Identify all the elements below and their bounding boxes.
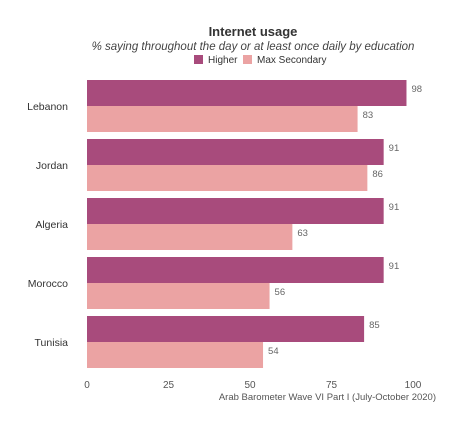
legend-swatch-higher bbox=[194, 55, 203, 64]
bar-lebanon-max-secondary bbox=[87, 106, 358, 132]
category-label-morocco: Morocco bbox=[28, 278, 68, 290]
bar-morocco-max-secondary bbox=[87, 283, 270, 309]
category-label-jordan: Jordan bbox=[36, 160, 68, 172]
chart-subtitle: % saying throughout the day or at least … bbox=[92, 41, 415, 53]
x-tick-label-75: 75 bbox=[326, 380, 338, 391]
bar-tunisia-max-secondary bbox=[87, 342, 264, 368]
data-label-algeria-higher: 91 bbox=[389, 202, 400, 213]
category-label-algeria: Algeria bbox=[35, 219, 68, 231]
data-label-tunisia-higher: 85 bbox=[369, 320, 380, 331]
legend-swatch-max-secondary bbox=[243, 55, 252, 64]
legend-label-max-secondary: Max Secondary bbox=[257, 55, 326, 66]
source-note: Arab Barometer Wave VI Part I (July-Octo… bbox=[219, 392, 436, 403]
data-label-lebanon-higher: 98 bbox=[411, 84, 422, 95]
x-axis-ticks: 0 25 50 75 100 bbox=[84, 380, 422, 391]
data-label-morocco-higher: 91 bbox=[389, 261, 400, 272]
category-labels: Lebanon Jordan Algeria Morocco Tunisia bbox=[27, 101, 68, 349]
x-tick-label-100: 100 bbox=[405, 380, 422, 391]
bar-jordan-max-secondary bbox=[87, 165, 368, 191]
category-label-lebanon: Lebanon bbox=[27, 101, 68, 113]
data-label-jordan-higher: 91 bbox=[389, 143, 400, 154]
chart-title: Internet usage bbox=[209, 24, 298, 39]
bar-jordan-higher bbox=[87, 139, 384, 165]
data-label-tunisia-max-secondary: 54 bbox=[268, 346, 279, 357]
data-label-algeria-max-secondary: 63 bbox=[297, 228, 308, 239]
bar-lebanon-higher bbox=[87, 80, 407, 106]
data-label-jordan-max-secondary: 86 bbox=[372, 169, 383, 180]
data-label-morocco-max-secondary: 56 bbox=[275, 287, 286, 298]
x-tick-label-50: 50 bbox=[244, 380, 256, 391]
bar-tunisia-higher bbox=[87, 316, 365, 342]
x-tick-label-0: 0 bbox=[84, 380, 90, 391]
x-tick-label-25: 25 bbox=[163, 380, 175, 391]
bar-algeria-higher bbox=[87, 198, 384, 224]
bars-group: 98 83 91 86 91 63 91 56 85 54 bbox=[87, 80, 422, 368]
legend-label-higher: Higher bbox=[208, 55, 238, 66]
legend: Higher Max Secondary bbox=[194, 55, 326, 66]
bar-morocco-higher bbox=[87, 257, 384, 283]
data-label-lebanon-max-secondary: 83 bbox=[363, 110, 374, 121]
bar-algeria-max-secondary bbox=[87, 224, 293, 250]
category-label-tunisia: Tunisia bbox=[35, 337, 69, 349]
